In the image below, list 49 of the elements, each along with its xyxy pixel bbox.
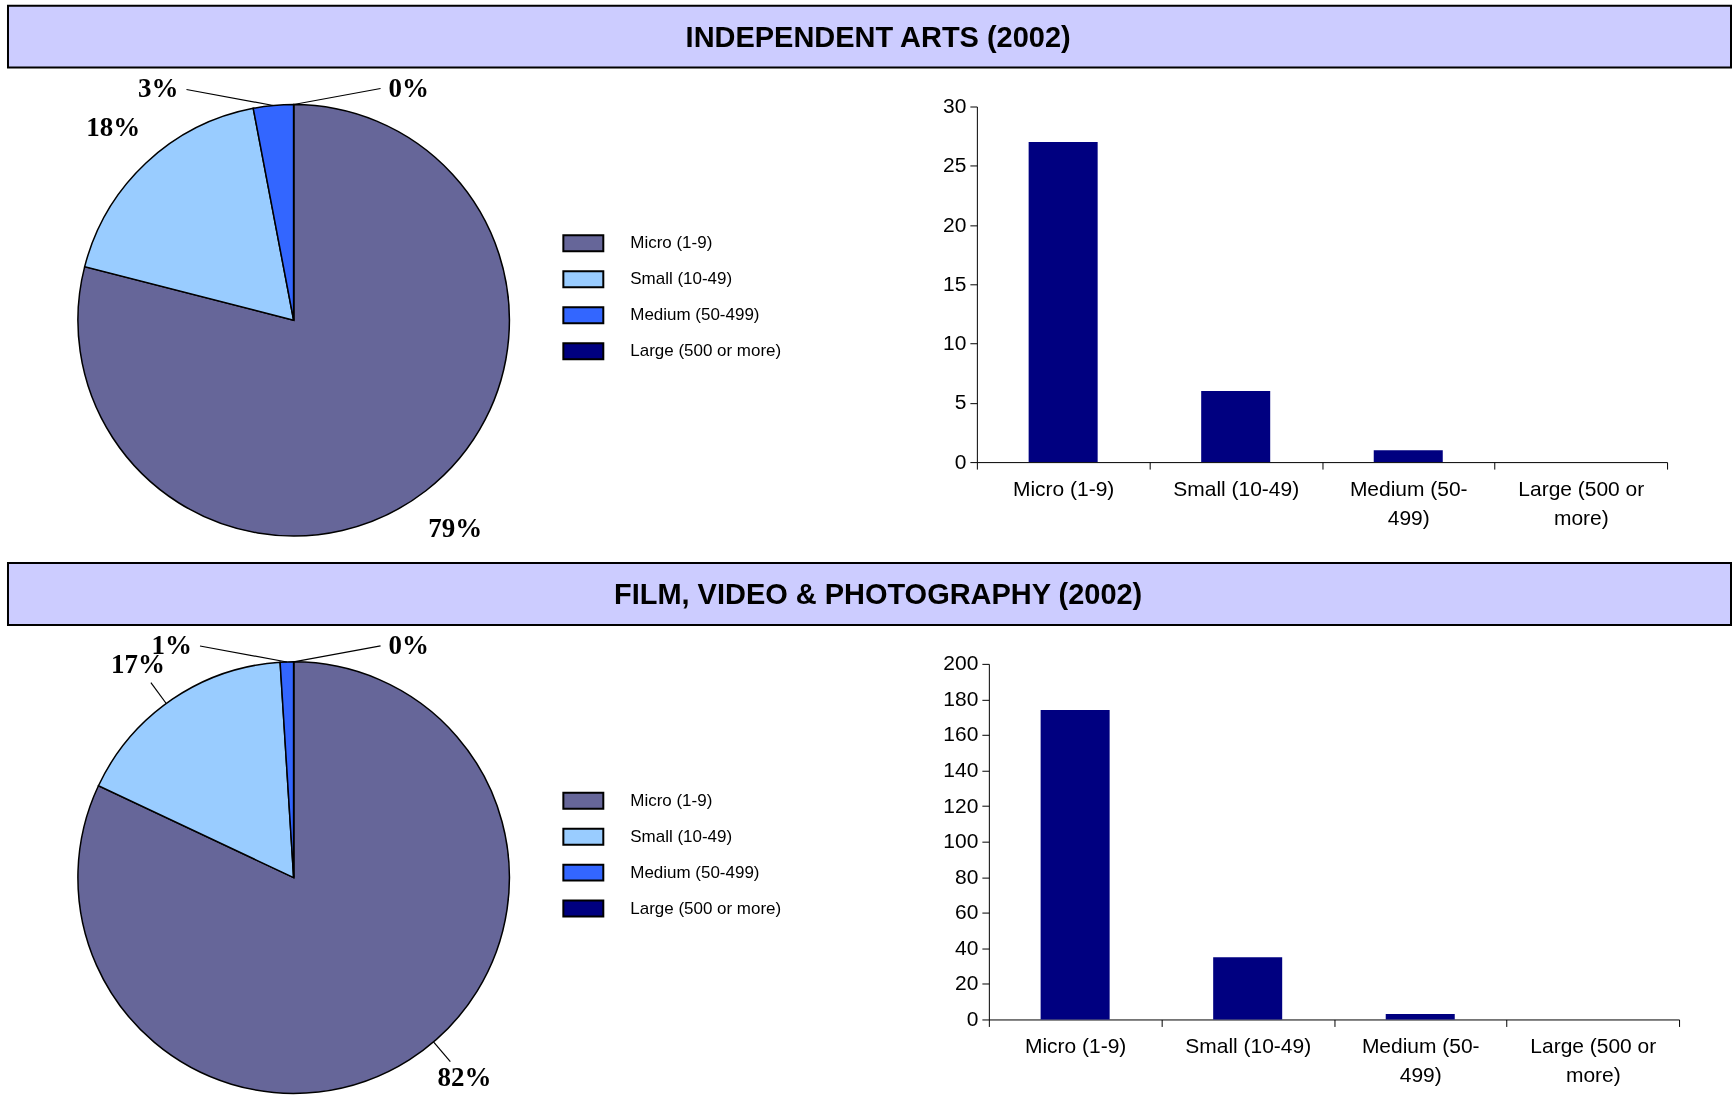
legend-label: Medium (50-499) [630,305,760,325]
y-tick-label: 30 [943,94,967,117]
bar [1213,957,1283,1020]
bar [1040,710,1110,1020]
y-tick-label: 140 [943,758,979,782]
legend-label: Large (500 or more) [630,341,782,361]
data-label: 18% [86,112,141,143]
bar [1028,142,1098,463]
legend-label: Small (10-49) [630,269,733,289]
y-tick-label: 20 [943,212,967,236]
y-tick-label: 200 [943,651,979,675]
data-label: 3% [138,73,179,104]
bar [1385,1014,1455,1020]
y-tick-label: 180 [943,686,979,710]
text: 0% [388,629,429,660]
bar [1201,390,1271,463]
text: INDEPENDENT ARTS (2002) [685,20,1071,53]
x-tick-label: Micro (1-9) [1012,476,1115,500]
legend-label: Small (10-49) [630,826,733,846]
x-tick-label: Micro (1-9) [1024,1033,1127,1057]
y-tick-label: 0 [954,449,967,473]
legend-label: Large (500 or more) [630,898,782,918]
x-tick-label: Small (10-49) [1185,1033,1312,1057]
y-tick-label: 100 [943,829,979,853]
data-label: 79% [428,512,483,543]
y-tick-label: 20 [955,971,979,995]
y-tick-label: 160 [943,722,979,746]
bar [1373,450,1443,463]
x-tick-label: Medium (50-499) [1361,1033,1480,1086]
y-tick-label: 0 [966,1006,979,1030]
y-tick-label: 40 [955,935,979,959]
y-tick-label: 15 [943,271,967,295]
x-tick-label: Small (10-49) [1173,476,1300,500]
legend-label: Medium (50-499) [630,862,760,882]
legend-label: Micro (1-9) [630,233,713,253]
text: 0% [388,72,429,103]
legend-label: Micro (1-9) [630,790,713,810]
x-tick-label: Large (500 or more) [1530,1033,1657,1086]
data-label: 82% [437,1062,492,1093]
y-tick-label: 10 [943,331,967,355]
y-tick-label: 80 [955,864,979,888]
x-tick-label: Medium (50-499) [1349,476,1468,529]
y-tick-label: 120 [943,793,979,817]
pie-slice [83,107,295,322]
y-tick-label: 5 [954,390,967,414]
text: FILM, VIDEO & PHOTOGRAPHY (2002) [613,577,1143,610]
y-tick-label: 25 [943,153,967,177]
y-tick-label: 60 [955,900,979,924]
x-tick-label: Large (500 or more) [1518,476,1645,529]
